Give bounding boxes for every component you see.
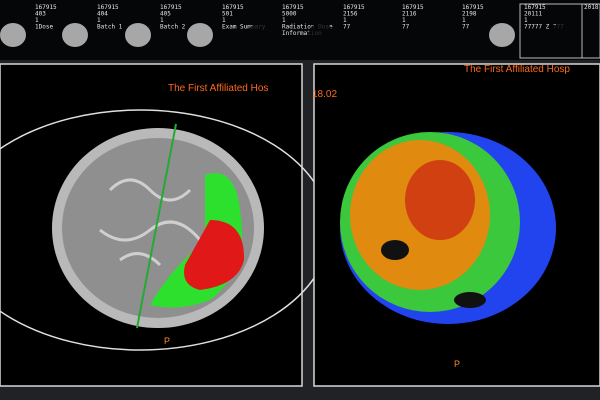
thumbnail-label: 167915 [524,4,546,11]
thumbnail-label: 2116 [402,11,417,18]
thumbnail-label: 167915 [343,4,365,11]
thumbnail-label: 405 [160,11,171,18]
thumbnail-label: 1 [524,17,528,24]
thumbnail-label: 77 [462,24,470,31]
ventricle [454,292,486,308]
thumbnail-label: 20111 [524,11,542,18]
thumbnail-label: 1 [160,17,164,24]
thumbnail-label: 1 [282,17,286,24]
orientation-label: P [164,336,170,346]
thumbnail-image [247,23,273,47]
thumbnail-label: 1 [462,17,466,24]
thumbnail-label: 2198 [462,11,477,18]
brain-sulci [99,178,202,267]
ventricle [381,240,409,260]
thumbnail-image [125,23,151,47]
perfusion-core [184,220,245,290]
thumbnail-image [427,23,453,47]
thumbnail-label: 2156 [343,11,358,18]
thumbnail-label: 403 [35,11,46,18]
thumbnail-label: 1 [402,17,406,24]
thumbnail-label: 167915 [282,4,304,11]
thumbnail-label: 167915 [160,4,182,11]
thumbnail-label: Information [282,30,322,37]
thumbnail-label: 1 [343,17,347,24]
thumbnail-image [549,23,575,47]
thumbnail-label: 404 [97,11,108,18]
thumbnail-label: Batch 1 [97,24,123,31]
thumbnail-label: 167915 [402,4,424,11]
thumbnail-label: 167915 [222,4,244,11]
thumbnail-label: Exam Summary [222,24,266,31]
thumbnail-image [367,23,393,47]
thumbnail-label: 2018 [584,4,599,11]
thumbnail-label: 1 [222,17,226,24]
thumbnail-label: Batch 2 [160,24,186,31]
thumbnail-label: Radiation Dose [282,24,333,31]
thumbnail-label: 1 [35,17,39,24]
viewport-header: The First Affiliated Hosp [464,64,570,75]
perfusion-map-red [405,160,475,240]
thumbnail-label: 77 [402,24,410,31]
midline [136,123,177,329]
thumbnail-frame [581,3,600,59]
thumbnail-image [0,23,26,47]
thumbnail-label: 1Dose [35,24,53,31]
thumbnail-label: 1 [97,17,101,24]
thumbnail-image [62,23,88,47]
thumbnail-label: 167915 [97,4,119,11]
orientation-label: P [454,359,460,369]
thumbnail-image [489,23,515,47]
thumbnail-label: 77777 Z 777 [524,24,564,31]
thumbnail-label: 501 [222,11,233,18]
thumbnail-label: 77 [343,24,351,31]
thumbnail-image [187,23,213,47]
viewport-header: The First Affiliated Hos [168,83,268,94]
viewport-info: 18.02 [312,89,337,100]
thumbnail-label: 167915 [462,4,484,11]
thumbnail-label: 5000 [282,11,297,18]
thumbnail-label: 167915 [35,4,57,11]
thumbnail-image [308,23,334,47]
